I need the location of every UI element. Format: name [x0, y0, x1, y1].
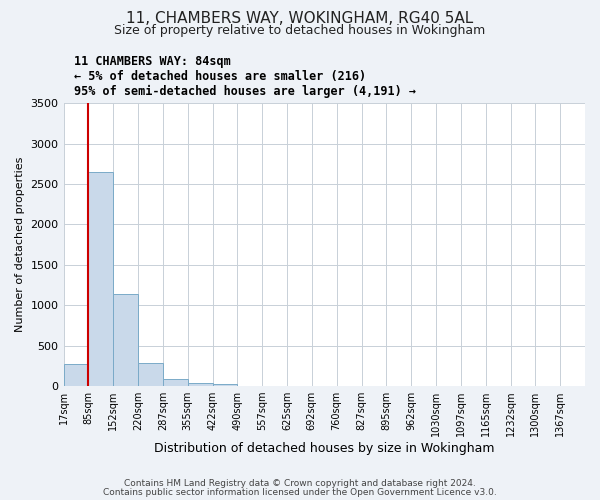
Y-axis label: Number of detached properties: Number of detached properties [15, 157, 25, 332]
Bar [64, 364, 88, 386]
Bar [113, 294, 138, 386]
Text: Size of property relative to detached houses in Wokingham: Size of property relative to detached ho… [115, 24, 485, 37]
Bar [138, 364, 163, 386]
Bar [212, 384, 238, 386]
X-axis label: Distribution of detached houses by size in Wokingham: Distribution of detached houses by size … [154, 442, 494, 455]
Text: 11, CHAMBERS WAY, WOKINGHAM, RG40 5AL: 11, CHAMBERS WAY, WOKINGHAM, RG40 5AL [127, 11, 473, 26]
Bar [88, 172, 113, 386]
Text: 11 CHAMBERS WAY: 84sqm
← 5% of detached houses are smaller (216)
95% of semi-det: 11 CHAMBERS WAY: 84sqm ← 5% of detached … [74, 54, 416, 98]
Bar [163, 379, 188, 386]
Bar [188, 383, 212, 386]
Text: Contains public sector information licensed under the Open Government Licence v3: Contains public sector information licen… [103, 488, 497, 497]
Text: Contains HM Land Registry data © Crown copyright and database right 2024.: Contains HM Land Registry data © Crown c… [124, 479, 476, 488]
